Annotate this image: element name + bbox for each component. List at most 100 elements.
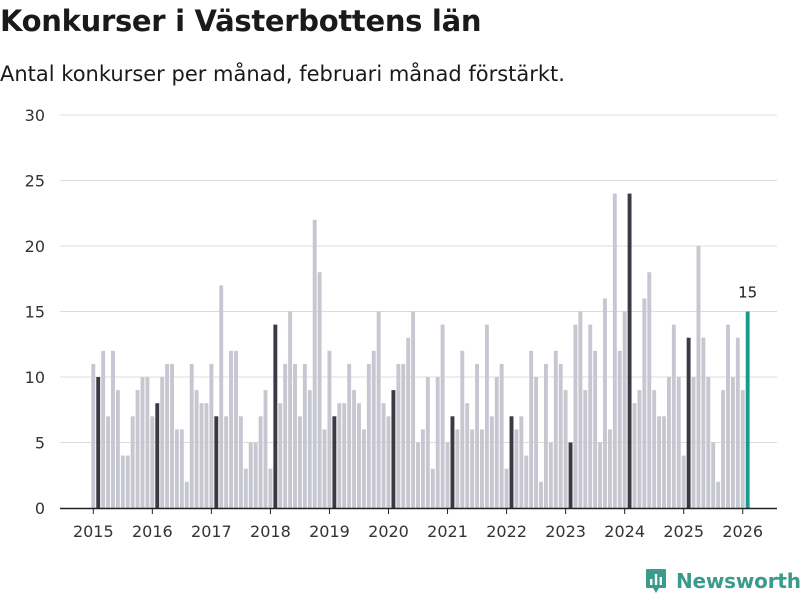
bar-2015-06 <box>115 390 120 508</box>
bar-2019-05 <box>347 363 352 508</box>
bar-2017-12 <box>263 390 268 508</box>
bars <box>91 193 750 509</box>
bar-2021-10 <box>489 416 494 508</box>
bar-2020-08 <box>420 429 425 508</box>
x-tick-label: 2017 <box>191 522 232 541</box>
bar-2018-04 <box>283 363 288 508</box>
bar-2024-07 <box>652 390 657 508</box>
bar-2018-10 <box>312 219 317 509</box>
bar-2020-12 <box>440 324 445 508</box>
bar-2018-05 <box>288 311 293 508</box>
y-tick-label: 15 <box>25 303 45 322</box>
y-axis-labels: 0 5 10 15 20 25 30 <box>25 106 45 518</box>
bar-2021-06 <box>470 429 475 508</box>
x-axis-labels: 2015 2016 2017 2018 2019 2020 2021 2022 2023 2024… <box>73 522 763 541</box>
bar-2020-06 <box>411 311 416 508</box>
bar-2024-10 <box>666 377 671 508</box>
bar-2022-06 <box>529 350 534 508</box>
bar-2018-08 <box>302 363 307 508</box>
bar-2023-04 <box>578 311 583 508</box>
bar-2022-07 <box>534 377 539 508</box>
bar-2021-01 <box>445 442 450 508</box>
bar-2015-02 <box>96 377 101 508</box>
bar-2021-02 <box>450 416 455 508</box>
bar-2018-11 <box>317 272 322 508</box>
bar-2019-01 <box>327 350 332 508</box>
bar-2018-02 <box>273 324 278 508</box>
x-tick-label: 2022 <box>486 522 527 541</box>
bar-2022-09 <box>543 363 548 508</box>
bar-2022-11 <box>553 350 558 508</box>
bar-2020-05 <box>406 337 411 508</box>
bar-2025-08 <box>716 481 721 508</box>
newsworthy-logo-icon <box>646 569 666 593</box>
bar-2020-01 <box>386 416 391 508</box>
bar-2019-12 <box>381 403 386 508</box>
bar-2016-12 <box>204 403 209 508</box>
bar-2015-08 <box>125 455 130 508</box>
x-axis <box>60 507 777 514</box>
newsworthy-logo: Newsworthy <box>645 568 800 594</box>
bar-2020-07 <box>416 442 420 508</box>
bar-2022-02 <box>509 416 514 508</box>
bar-2020-03 <box>396 363 401 508</box>
bar-2023-02 <box>568 442 573 508</box>
bar-2025-02 <box>686 337 691 508</box>
bar-2022-01 <box>504 468 509 508</box>
bar-2016-10 <box>194 390 199 508</box>
y-tick-label: 5 <box>35 434 45 453</box>
x-tick-label: 2020 <box>368 522 409 541</box>
bar-2021-04 <box>460 350 465 508</box>
bar-2017-06 <box>234 350 238 508</box>
bar-2021-07 <box>475 363 480 508</box>
bar-2025-11 <box>730 377 735 508</box>
bar-2023-03 <box>573 324 578 508</box>
bar-2023-12 <box>617 350 622 508</box>
bar-2025-09 <box>721 390 726 508</box>
bar-2022-08 <box>539 481 543 508</box>
bar-2018-06 <box>293 363 297 508</box>
bar-2025-03 <box>691 377 696 508</box>
bar-2015-09 <box>130 416 135 508</box>
x-tick-label: 2015 <box>73 522 114 541</box>
bar-2017-11 <box>258 416 263 508</box>
bar-2019-04 <box>342 403 347 508</box>
bar-2025-01 <box>681 455 686 508</box>
y-tick-label: 10 <box>25 368 45 387</box>
bar-2025-12 <box>735 337 740 508</box>
bar-2016-08 <box>184 481 189 508</box>
bar-2016-02 <box>155 403 160 508</box>
x-tick-label: 2023 <box>545 522 586 541</box>
bar-2022-12 <box>558 363 563 508</box>
bar-2017-01 <box>209 363 214 508</box>
bar-2022-10 <box>548 442 553 508</box>
bar-2016-03 <box>160 377 165 508</box>
bar-2019-11 <box>376 311 381 508</box>
bar-2021-12 <box>499 363 504 508</box>
bar-2015-11 <box>140 377 145 508</box>
bar-2020-10 <box>430 468 435 508</box>
bar-2025-07 <box>711 442 716 508</box>
bar-2016-11 <box>199 403 204 508</box>
bar-2019-02 <box>332 416 337 508</box>
bar-2017-04 <box>224 416 229 508</box>
bar-2017-02 <box>214 416 219 508</box>
y-tick-label: 25 <box>25 172 45 191</box>
bar-2025-05 <box>701 337 706 508</box>
bar-2017-03 <box>219 285 224 508</box>
bar-2022-03 <box>514 429 519 508</box>
bar-2017-05 <box>229 350 234 508</box>
brand-name: Newsworthy <box>676 569 800 593</box>
bar-2024-12 <box>676 377 681 508</box>
y-tick-label: 20 <box>25 237 45 256</box>
bar-2025-04 <box>696 246 701 508</box>
bar-2016-07 <box>179 429 184 508</box>
bar-2016-01 <box>150 416 155 508</box>
data-label: 15 <box>738 284 757 302</box>
chart-title: Konkurser i Västerbottens län <box>0 4 482 38</box>
bar-2018-12 <box>322 429 327 508</box>
bar-2019-03 <box>337 403 342 508</box>
x-tick-label: 2024 <box>604 522 645 541</box>
bar-2019-09 <box>366 363 371 508</box>
